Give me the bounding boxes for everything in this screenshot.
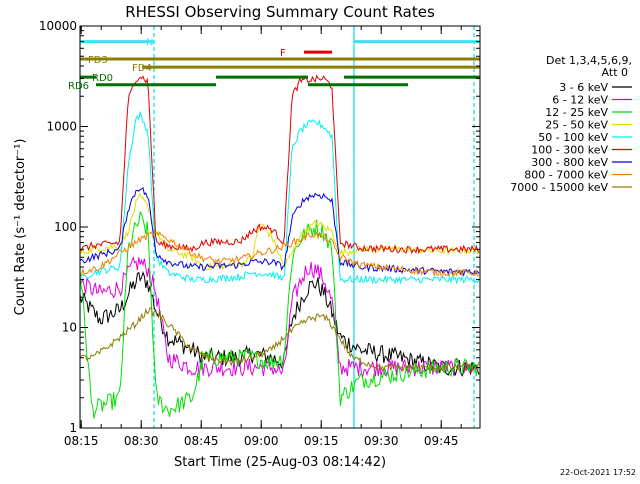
series-line — [80, 210, 480, 419]
series-line — [80, 187, 480, 277]
y-tick-label: 10000 — [39, 19, 77, 33]
x-tick-label: 09:00 — [244, 434, 279, 448]
flag-label: N — [146, 38, 153, 49]
legend-entry-label: 3 - 6 keV — [559, 81, 608, 94]
x-axis-label: Start Time (25-Aug-03 08:14:42) — [174, 455, 386, 470]
y-tick-label: 1 — [69, 421, 77, 435]
x-tick-label: 09:30 — [364, 434, 399, 448]
legend-entry-label: 6 - 12 keV — [552, 94, 608, 107]
y-tick-label: 10 — [62, 321, 77, 335]
legend-entry-label: 12 - 25 keV — [545, 106, 608, 119]
legend-header-line-1: Det 1,3,4,5,6,9, — [546, 54, 632, 67]
y-axis-label: Count Rate (s⁻¹ detector⁻¹) — [13, 139, 28, 316]
x-tick-label: 09:15 — [304, 434, 339, 448]
footer-timestamp: 22-Oct-2021 17:52 — [560, 468, 636, 477]
legend-entry-label: 25 - 50 keV — [545, 119, 608, 132]
legend-entry-label: 7000 - 15000 keV — [510, 181, 608, 194]
series-line — [80, 306, 480, 373]
x-tick-label: 08:15 — [64, 434, 99, 448]
flag-label: RD0 — [92, 73, 113, 84]
series-line — [80, 271, 480, 378]
legend-entry-label: 800 - 7000 keV — [524, 169, 608, 182]
legend-entry-label: 100 - 300 keV — [531, 144, 608, 157]
legend-entry-label: 300 - 800 keV — [531, 156, 608, 169]
series-line — [80, 192, 480, 271]
series-line — [80, 74, 480, 255]
series-line — [80, 110, 480, 285]
x-tick-label: 09:45 — [424, 434, 459, 448]
chart-title: RHESSI Observing Summary Count Rates — [125, 3, 435, 21]
flag-label: RD6 — [68, 81, 89, 92]
legend-entry-label: 50 - 100 keV — [538, 131, 608, 144]
flag-label: FD4 — [132, 63, 152, 74]
y-tick-label: 100 — [54, 220, 77, 234]
legend-header-line-2: Att 0 — [602, 66, 628, 79]
flag-label: F — [280, 48, 286, 59]
x-tick-label: 08:45 — [184, 434, 219, 448]
series-line — [80, 231, 480, 278]
flag-label: FD3 — [88, 55, 108, 66]
x-tick-label: 08:30 — [124, 434, 159, 448]
y-tick-label: 1000 — [46, 120, 77, 134]
